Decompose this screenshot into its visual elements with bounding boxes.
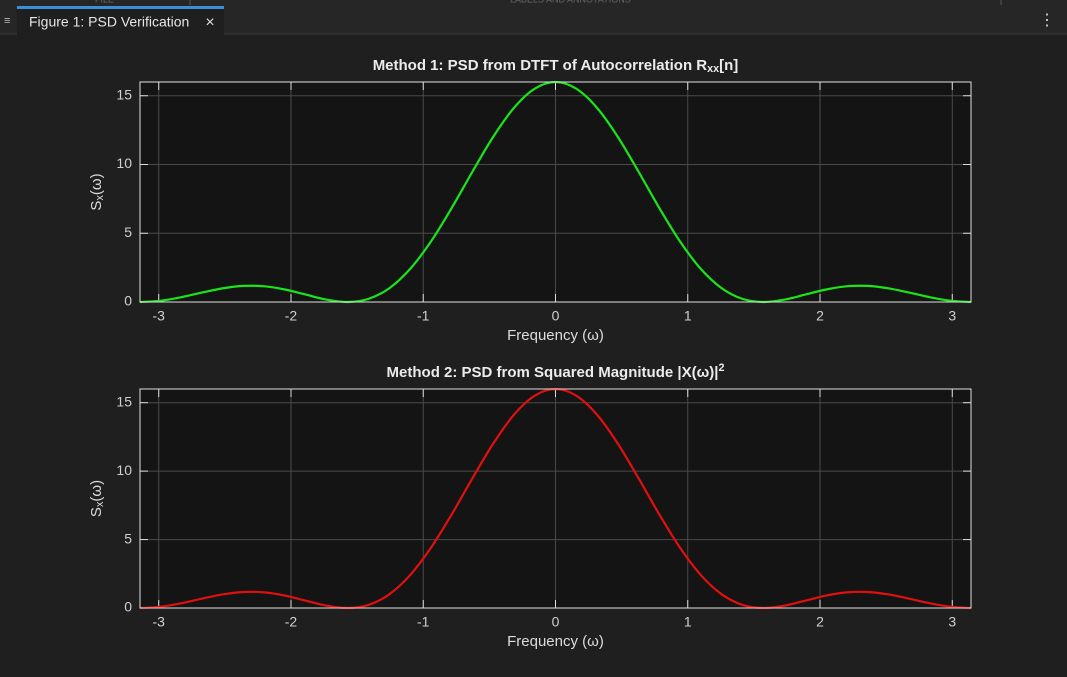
axes-box <box>139 81 972 303</box>
x-tick-label: -2 <box>285 614 298 630</box>
x-tick-label: -3 <box>153 614 166 630</box>
tab-indicator <box>17 6 224 9</box>
x-tick-label: 0 <box>552 308 560 324</box>
x-tick-label: 0 <box>552 614 560 630</box>
menu-label[interactable]: LABELS AND ANNOTATIONS <box>510 0 631 4</box>
x-tick-label: -2 <box>285 308 298 324</box>
x-tick-label: -1 <box>417 308 430 324</box>
chart-title-part: Method 2: PSD from Squared Magnitude |X(… <box>387 364 719 381</box>
menu-label[interactable]: FILE <box>95 0 114 4</box>
tab[interactable] <box>17 7 224 35</box>
y-tick-label: 10 <box>116 462 132 478</box>
menu-icon[interactable]: ≡ <box>4 15 10 27</box>
y-axis-label-part: S <box>88 201 105 211</box>
y-tick-label: 5 <box>124 224 132 240</box>
y-axis-label: Sx(ω) <box>88 480 106 517</box>
y-tick-label: 0 <box>124 599 132 615</box>
chart-title-part: 2 <box>718 362 724 374</box>
x-tick-label: 1 <box>684 308 692 324</box>
y-tick-label: 5 <box>124 530 132 546</box>
x-axis-label: Frequency (ω) <box>507 327 604 344</box>
chart-title-part: xx <box>707 63 719 75</box>
chart-title: Method 2: PSD from Squared Magnitude |X(… <box>387 362 725 381</box>
x-tick-label: 3 <box>948 614 956 630</box>
x-tick-label: -1 <box>417 614 430 630</box>
tab-title[interactable]: Figure 1: PSD Verification <box>29 14 189 30</box>
x-tick-label: 3 <box>948 308 956 324</box>
y-tick-label: 15 <box>116 393 132 409</box>
y-tick-label: 15 <box>116 86 132 102</box>
x-tick-label: 1 <box>684 614 692 630</box>
y-axis-label-part: (ω) <box>88 480 105 502</box>
chart-title: Method 1: PSD from DTFT of Autocorrelati… <box>373 57 739 75</box>
x-tick-label: 2 <box>816 614 824 630</box>
x-tick-label: 2 <box>816 308 824 324</box>
x-tick-label: -3 <box>153 308 166 324</box>
y-axis-label-part: x <box>94 195 106 201</box>
more-options[interactable]: ⋮ <box>1039 12 1055 29</box>
y-axis-label: Sx(ω) <box>88 173 106 210</box>
y-tick-label: 0 <box>124 293 132 309</box>
toolstrip <box>0 0 1067 6</box>
chart-title-part: [n] <box>719 57 738 74</box>
x-axis-label: Frequency (ω) <box>507 633 604 650</box>
y-axis-label-part: x <box>94 501 106 507</box>
tab-close[interactable]: × <box>205 14 214 31</box>
axes-box <box>139 388 972 609</box>
y-axis-label-part: (ω) <box>88 173 105 195</box>
y-axis-label-part: S <box>88 507 105 517</box>
chart-title-part: Method 1: PSD from DTFT of Autocorrelati… <box>373 57 708 74</box>
y-tick-label: 10 <box>116 155 132 171</box>
